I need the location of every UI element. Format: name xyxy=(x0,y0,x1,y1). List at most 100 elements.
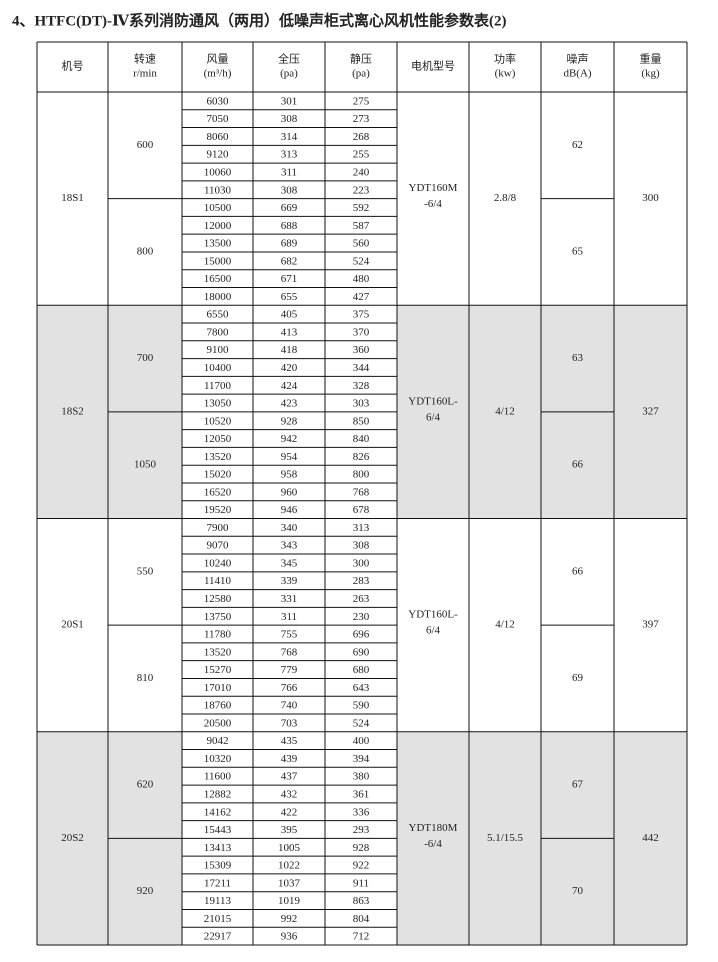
data-cell: 375 xyxy=(353,309,370,321)
speed-cell: 1050 xyxy=(134,459,157,471)
data-cell: 7900 xyxy=(207,522,230,534)
motor-cell: 6/4 xyxy=(426,625,441,637)
data-cell: 293 xyxy=(353,824,370,836)
data-cell: 643 xyxy=(353,682,370,694)
data-cell: 10520 xyxy=(204,415,232,427)
weight-cell: 327 xyxy=(642,405,659,417)
data-cell: 311 xyxy=(281,611,297,623)
speed-cell: 600 xyxy=(137,139,154,151)
data-cell: 680 xyxy=(353,664,370,676)
data-cell: 958 xyxy=(281,469,298,481)
data-cell: 954 xyxy=(281,451,298,463)
data-cell: 331 xyxy=(281,593,298,605)
speed-cell: 800 xyxy=(137,245,154,257)
data-cell: 405 xyxy=(281,309,298,321)
motor-cell: YDT160L- xyxy=(408,395,458,407)
data-cell: 301 xyxy=(281,95,298,107)
data-cell: 283 xyxy=(353,575,370,587)
motor-cell: -6/4 xyxy=(424,198,442,210)
motor-cell: YDT160M xyxy=(409,182,458,194)
header-cell: 静压 xyxy=(350,52,372,66)
model-cell: 18S1 xyxy=(61,192,84,204)
data-cell: 420 xyxy=(281,362,298,374)
power-cell: 4/12 xyxy=(495,405,515,417)
data-cell: 22917 xyxy=(204,931,232,943)
data-cell: 524 xyxy=(353,717,370,729)
data-cell: 480 xyxy=(353,273,370,285)
data-cell: 413 xyxy=(281,326,298,338)
data-cell: 10060 xyxy=(204,167,232,179)
data-cell: 439 xyxy=(281,753,298,765)
data-cell: 7800 xyxy=(207,326,230,338)
data-cell: 13413 xyxy=(204,842,232,854)
data-cell: 19520 xyxy=(204,504,232,516)
data-cell: 12580 xyxy=(204,593,232,605)
data-cell: 361 xyxy=(353,788,370,800)
power-cell: 5.1/15.5 xyxy=(487,832,524,844)
data-cell: 826 xyxy=(353,451,370,463)
data-cell: 400 xyxy=(353,735,370,747)
data-cell: 524 xyxy=(353,255,370,267)
data-cell: 21015 xyxy=(204,913,232,925)
noise-cell: 70 xyxy=(572,885,584,897)
data-cell: 15443 xyxy=(204,824,232,836)
data-cell: 11600 xyxy=(204,771,232,783)
data-cell: 768 xyxy=(353,486,370,498)
power-cell: 4/12 xyxy=(495,619,515,631)
header-cell: (kg) xyxy=(641,68,660,80)
data-cell: 313 xyxy=(281,149,298,161)
data-cell: 339 xyxy=(281,575,298,587)
data-cell: 669 xyxy=(281,202,298,214)
data-cell: 395 xyxy=(281,824,298,836)
data-cell: 12882 xyxy=(204,788,232,800)
data-cell: 10500 xyxy=(204,202,232,214)
data-cell: 14162 xyxy=(204,806,232,818)
data-cell: 268 xyxy=(353,131,370,143)
data-cell: 314 xyxy=(281,131,298,143)
data-cell: 936 xyxy=(281,931,298,943)
data-cell: 223 xyxy=(353,184,370,196)
header-cell: 全压 xyxy=(278,52,300,66)
data-cell: 690 xyxy=(353,646,370,658)
speed-cell: 810 xyxy=(137,672,154,684)
weight-cell: 397 xyxy=(642,619,659,631)
data-cell: 6030 xyxy=(207,95,230,107)
motor-cell: -6/4 xyxy=(424,838,442,850)
data-cell: 273 xyxy=(353,113,370,125)
data-cell: 255 xyxy=(353,149,370,161)
data-cell: 922 xyxy=(353,860,370,872)
data-cell: 850 xyxy=(353,415,370,427)
data-cell: 7050 xyxy=(207,113,230,125)
header-cell: r/min xyxy=(133,68,157,80)
header-cell: dB(A) xyxy=(563,68,591,80)
motor-cell: 6/4 xyxy=(426,411,441,423)
data-cell: 345 xyxy=(281,557,298,569)
data-cell: 427 xyxy=(353,291,370,303)
header-cell: (m³/h) xyxy=(204,68,232,80)
data-cell: 9120 xyxy=(207,149,230,161)
data-cell: 15270 xyxy=(204,664,232,676)
data-cell: 11410 xyxy=(204,575,232,587)
noise-cell: 69 xyxy=(572,672,584,684)
data-cell: 13500 xyxy=(204,238,232,250)
data-cell: 18760 xyxy=(204,700,232,712)
data-cell: 10400 xyxy=(204,362,232,374)
data-cell: 840 xyxy=(353,433,370,445)
data-cell: 15020 xyxy=(204,469,232,481)
data-cell: 960 xyxy=(281,486,298,498)
data-cell: 946 xyxy=(281,504,298,516)
data-cell: 9100 xyxy=(207,344,230,356)
data-cell: 587 xyxy=(353,220,370,232)
model-cell: 18S2 xyxy=(61,405,84,417)
data-cell: 16520 xyxy=(204,486,232,498)
noise-cell: 65 xyxy=(572,245,584,257)
data-cell: 942 xyxy=(281,433,298,445)
data-cell: 703 xyxy=(281,717,298,729)
header-cell: 噪声 xyxy=(567,52,589,66)
data-cell: 394 xyxy=(353,753,370,765)
data-cell: 688 xyxy=(281,220,298,232)
data-cell: 303 xyxy=(353,398,370,410)
data-cell: 240 xyxy=(353,167,370,179)
noise-cell: 63 xyxy=(572,352,584,364)
